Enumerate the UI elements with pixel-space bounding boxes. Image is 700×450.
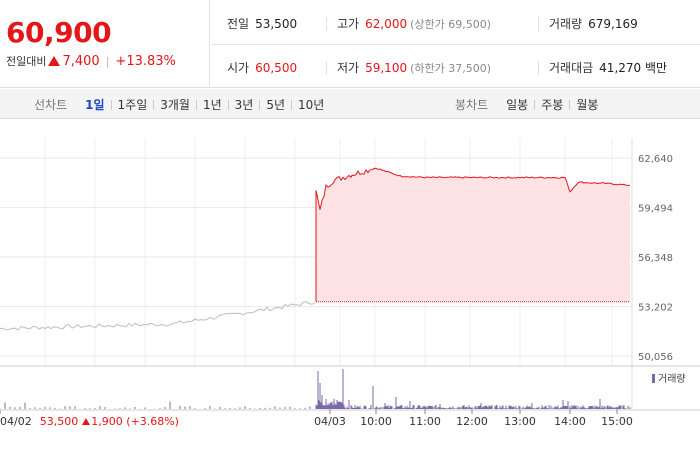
stat-open: 시가 60,500 — [227, 59, 297, 76]
prev-date: 04/02 — [0, 415, 32, 428]
stat-volume: 거래량 679,169 — [549, 15, 638, 32]
change-value: 7,400 — [62, 54, 100, 69]
x-tick-label: 12:00 — [456, 415, 488, 428]
chart-tab-bar: 선차트 1일 1주일 3개월 1년 3년 5년 10년 봉차트 일봉 주봉 월봉 — [0, 89, 700, 119]
tab-divider — [569, 100, 571, 110]
line-chart-tabs: 선차트 1일 1주일 3개월 1년 3년 5년 10년 — [34, 96, 328, 113]
upper-limit: (상한가 69,500) — [410, 18, 492, 31]
stat-high: 고가 62,000 (상한가 69,500) — [337, 15, 491, 32]
x-tick-label: 04/03 — [314, 415, 346, 428]
line-chart-title: 선차트 — [34, 98, 68, 112]
x-tick-label: 11:00 — [409, 415, 441, 428]
current-price: 60,900 — [6, 16, 112, 49]
x-tick-label: 13:00 — [504, 415, 536, 428]
change-row: 전일대비 7,400 | +13.83% — [6, 53, 176, 69]
up-arrow-icon — [48, 56, 61, 66]
tab-divider — [153, 100, 155, 110]
divider: | — [105, 55, 110, 68]
tab-line-period-5[interactable]: 5년 — [266, 98, 286, 112]
tab-line-period-6[interactable]: 10년 — [298, 98, 325, 112]
tab-line-period-0[interactable]: 1일 — [85, 98, 105, 112]
tab-line-period-4[interactable]: 3년 — [234, 98, 254, 112]
divider — [538, 61, 539, 75]
prev-change-percent: (+3.68%) — [126, 415, 179, 428]
stat-value: 679,169 — [588, 17, 638, 31]
price-block: 60,900 전일대비 7,400 | +13.83% — [0, 0, 210, 88]
tab-divider — [195, 100, 197, 110]
x-tick-label: 10:00 — [360, 415, 392, 428]
prev-price: 53,500 — [39, 415, 79, 428]
divider — [211, 44, 700, 45]
stat-value: 60,500 — [255, 61, 298, 75]
tab-line-period-1[interactable]: 1주일 — [117, 98, 148, 112]
previous-day-info: 04/02 53,500 1,900 (+3.68%) — [0, 415, 179, 428]
stat-label: 시가 — [227, 61, 250, 75]
tab-line-period-3[interactable]: 1년 — [202, 98, 222, 112]
today-fill-area — [316, 168, 630, 302]
volume-legend-swatch — [652, 374, 655, 383]
price-chart[interactable]: 62,640 59,494 56,348 53,202 50,056 거래량 04/03 10… — [0, 120, 700, 450]
tab-candle-period-2[interactable]: 월봉 — [576, 98, 599, 112]
x-tick-label: 15:00 — [601, 415, 633, 428]
stat-amount: 거래대금 41,270 백만 — [549, 59, 667, 76]
stat-value: 41,270 백만 — [599, 61, 668, 75]
y-tick-label: 59,494 — [638, 204, 673, 215]
tab-divider — [534, 100, 536, 110]
tab-divider — [259, 100, 261, 110]
prev-day-line — [0, 301, 316, 331]
y-tick-label: 50,056 — [638, 352, 673, 363]
stat-label: 저가 — [337, 61, 360, 75]
tab-divider — [291, 100, 293, 110]
stat-low: 저가 59,100 (하한가 37,500) — [337, 59, 491, 76]
x-tick-label: 14:00 — [554, 415, 586, 428]
today-price-line — [315, 167, 630, 210]
divider — [326, 17, 327, 31]
stat-value: 53,500 — [255, 17, 298, 31]
lower-limit: (하한가 37,500) — [410, 62, 492, 75]
volume-legend-label: 거래량 — [658, 373, 686, 385]
stat-label: 전일 — [227, 17, 250, 31]
stat-value: 62,000 — [365, 17, 408, 31]
y-tick-label: 56,348 — [638, 253, 673, 264]
candle-chart-title: 봉차트 — [455, 98, 489, 112]
change-percent: +13.83% — [115, 54, 176, 69]
tab-candle-period-0[interactable]: 일봉 — [506, 98, 529, 112]
stat-label: 거래대금 — [549, 61, 594, 75]
tab-line-period-2[interactable]: 3개월 — [160, 98, 190, 112]
up-arrow-icon — [82, 418, 91, 425]
tab-candle-period-1[interactable]: 주봉 — [541, 98, 564, 112]
chart-canvas: 62,640 59,494 56,348 53,202 50,056 거래량 04/03 10… — [0, 138, 700, 428]
divider — [538, 17, 539, 31]
stat-label: 거래량 — [549, 17, 583, 31]
quote-stats: 전일 53,500 고가 62,000 (상한가 69,500) 거래량 679,169… — [211, 0, 700, 88]
stat-value: 59,100 — [365, 61, 408, 75]
divider — [326, 61, 327, 75]
tab-divider — [110, 100, 112, 110]
y-tick-label: 53,202 — [638, 303, 673, 314]
stat-label: 고가 — [337, 17, 360, 31]
candle-chart-tabs: 봉차트 일봉 주봉 월봉 — [455, 96, 602, 113]
prev-change: 1,900 — [91, 415, 123, 428]
change-label: 전일대비 — [6, 55, 47, 68]
tab-divider — [227, 100, 229, 110]
stat-prev-close: 전일 53,500 — [227, 15, 297, 32]
y-tick-label: 62,640 — [638, 154, 673, 165]
quote-panel: 60,900 전일대비 7,400 | +13.83% 전일 53,500 고가 62,0… — [0, 0, 700, 88]
